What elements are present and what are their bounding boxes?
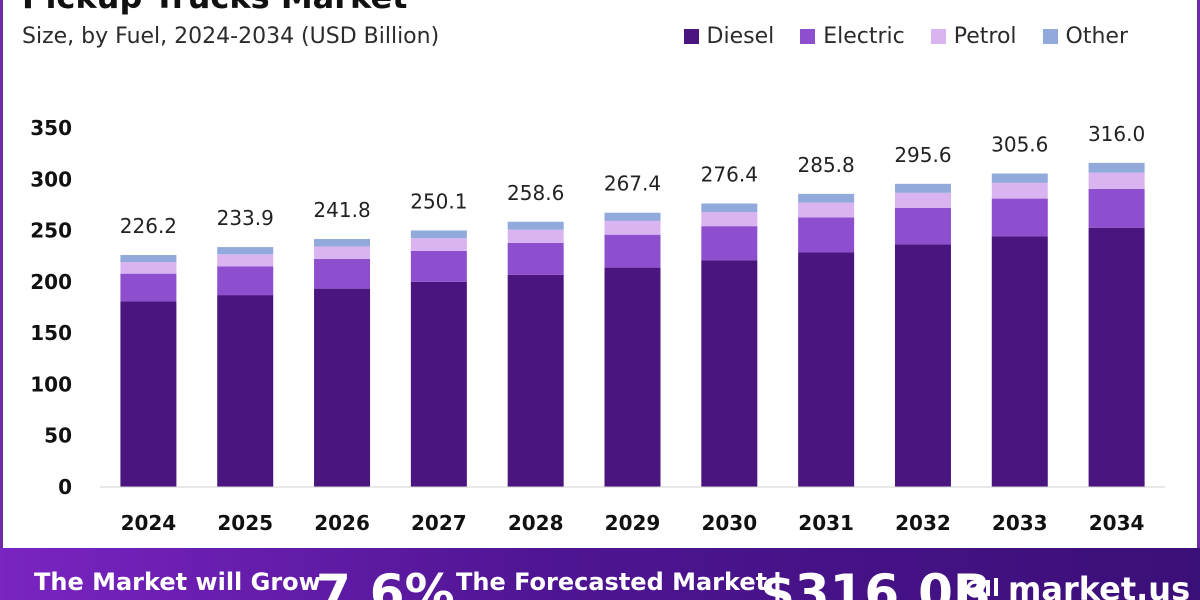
footer-brand: market.us [1008, 570, 1191, 600]
y-tick-label: 250 [30, 219, 72, 243]
bar-segment-other-2031 [798, 193, 855, 203]
bar-segment-other-2028 [507, 221, 564, 230]
bar-total-label-2026: 241.8 [313, 198, 370, 222]
bar-segment-electric-2029 [604, 234, 661, 268]
footer-market-value: $316.0B [760, 564, 992, 600]
bar-segment-diesel-2026 [314, 288, 371, 487]
legend-item-electric: Electric [800, 24, 905, 49]
legend-label-diesel: Diesel [706, 24, 775, 49]
legend-label-other: Other [1065, 24, 1128, 49]
bar-segment-electric-2027 [410, 250, 467, 282]
market-us-logo-icon [966, 578, 998, 598]
legend-item-petrol: Petrol [930, 24, 1017, 49]
y-tick-label: 50 [44, 424, 72, 448]
bar-segment-petrol-2031 [798, 202, 855, 218]
bar-segment-electric-2026 [314, 258, 371, 289]
bar-segment-other-2026 [314, 238, 371, 247]
bar-segment-other-2034 [1088, 162, 1145, 173]
bar-segment-electric-2032 [894, 208, 951, 245]
x-tick-label-2030: 2030 [701, 511, 757, 535]
x-tick-label-2034: 2034 [1089, 511, 1145, 535]
legend-swatch-petrol [930, 29, 946, 44]
bar-total-label-2033: 305.6 [991, 133, 1048, 157]
bar-segment-other-2030 [701, 203, 758, 213]
bar-total-label-2028: 258.6 [507, 181, 564, 205]
right-border [1197, 0, 1200, 548]
bar-segment-petrol-2025 [217, 254, 274, 267]
y-tick-label: 300 [30, 167, 72, 191]
footer-cagr-value: 7.6% [316, 564, 455, 600]
bar-segment-electric-2024 [120, 273, 177, 302]
x-tick-label-2031: 2031 [798, 511, 854, 535]
footer-banner: The Market will Grow 7.6% The Forecasted… [0, 548, 1200, 600]
bar-total-label-2024: 226.2 [120, 214, 177, 238]
bar-segment-diesel-2034 [1088, 227, 1145, 487]
bar-segment-other-2033 [991, 173, 1048, 183]
bar-segment-electric-2028 [507, 242, 564, 275]
bar-segment-other-2032 [894, 183, 951, 193]
stacked-bar-chart: 0 50 100 150 200 250 300 350 226.2 2024 233.9 2025 2… [30, 116, 1165, 535]
bar-total-label-2034: 316.0 [1088, 122, 1145, 146]
bar-segment-petrol-2034 [1088, 172, 1145, 189]
y-tick-label: 0 [58, 475, 72, 499]
legend-label-petrol: Petrol [953, 24, 1017, 49]
bar-total-label-2030: 276.4 [701, 162, 758, 186]
x-tick-label-2032: 2032 [895, 511, 951, 535]
bar-segment-petrol-2028 [507, 229, 564, 243]
bar-segment-diesel-2030 [701, 260, 758, 487]
legend-item-diesel: Diesel [683, 24, 775, 49]
bar-segment-petrol-2024 [120, 262, 177, 274]
bar-segment-diesel-2027 [410, 281, 467, 487]
y-tick-label: 350 [30, 116, 72, 140]
bar-segment-other-2027 [410, 230, 467, 239]
bar-segment-diesel-2033 [991, 236, 1048, 487]
bar-segment-other-2029 [604, 212, 661, 221]
bar-segment-other-2024 [120, 254, 177, 263]
y-tick-label: 200 [30, 270, 72, 294]
bar-segment-petrol-2029 [604, 220, 661, 235]
bar-total-label-2032: 295.6 [894, 143, 951, 167]
bar-segment-electric-2033 [991, 198, 1048, 237]
bar-segment-other-2025 [217, 247, 274, 255]
x-tick-label-2033: 2033 [992, 511, 1048, 535]
bar-segment-petrol-2027 [410, 238, 467, 251]
x-tick-label-2028: 2028 [508, 511, 564, 535]
bar-segment-diesel-2029 [604, 267, 661, 487]
bar-segment-diesel-2024 [120, 301, 177, 487]
legend-swatch-electric [800, 29, 816, 44]
bar-segment-petrol-2032 [894, 192, 951, 209]
legend-swatch-diesel [683, 29, 699, 44]
y-tick-label: 150 [30, 321, 72, 345]
bar-segment-electric-2034 [1088, 188, 1145, 228]
legend-swatch-other [1042, 29, 1058, 44]
bar-segment-petrol-2033 [991, 182, 1048, 199]
x-tick-label-2029: 2029 [605, 511, 661, 535]
bar-segment-diesel-2025 [217, 295, 274, 487]
chart-title: Pickup Trucks Market [22, 0, 407, 16]
bar-segment-diesel-2028 [507, 274, 564, 487]
bar-segment-petrol-2030 [701, 212, 758, 227]
x-tick-label-2027: 2027 [411, 511, 467, 535]
y-tick-label: 100 [30, 372, 72, 396]
bar-total-label-2031: 285.8 [798, 153, 855, 177]
bar-total-label-2027: 250.1 [410, 189, 467, 213]
bar-segment-petrol-2026 [314, 246, 371, 259]
legend-label-electric: Electric [823, 24, 905, 49]
bar-segment-diesel-2031 [798, 252, 855, 487]
bar-total-label-2025: 233.9 [217, 206, 274, 230]
legend-item-other: Other [1042, 24, 1128, 49]
bar-total-label-2029: 267.4 [604, 172, 661, 196]
footer-forecast-text: The Forecasted Market [456, 568, 768, 596]
bar-segment-electric-2030 [701, 226, 758, 261]
chart-subtitle: Size, by Fuel, 2024-2034 (USD Billion) [22, 24, 440, 49]
x-tick-label-2026: 2026 [314, 511, 370, 535]
footer-grow-text: The Market will Grow [34, 568, 321, 596]
left-border [0, 0, 3, 548]
x-tick-label-2025: 2025 [217, 511, 273, 535]
legend: Diesel Electric Petrol Other [683, 24, 1128, 49]
bar-segment-electric-2025 [217, 266, 274, 296]
bar-segment-diesel-2032 [894, 244, 951, 487]
bar-segment-electric-2031 [798, 217, 855, 253]
x-tick-label-2024: 2024 [121, 511, 177, 535]
